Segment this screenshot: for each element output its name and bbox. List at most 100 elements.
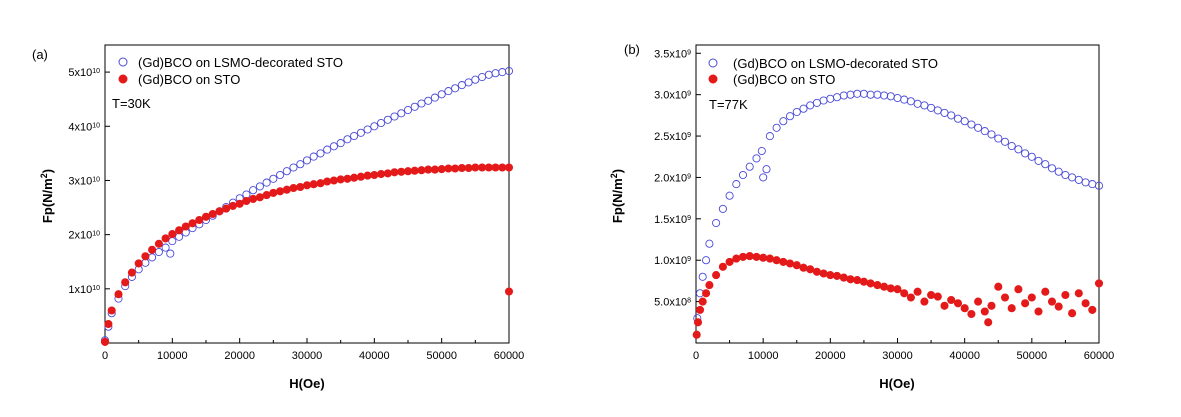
panel-b-legend-label-lsmo: (Gd)BCO on LSMO-decorated STO — [733, 56, 938, 71]
panel-a-legend-marker-open — [118, 57, 128, 67]
data-point — [1068, 309, 1077, 318]
panel-a-legend: (Gd)BCO on LSMO-decorated STO (Gd)BCO on… — [118, 55, 343, 87]
data-point — [886, 284, 895, 293]
panel-a-x-ticks: 0 10000 20000 30000 40000 50000 60000 — [102, 338, 524, 362]
data-point — [343, 135, 352, 144]
y-tick-label: 1.5x109 — [654, 214, 691, 226]
data-point — [718, 204, 727, 213]
data-point — [282, 185, 291, 194]
panel-b-label: (b) — [624, 42, 640, 57]
data-point — [491, 163, 500, 172]
data-point — [1088, 180, 1097, 189]
data-point — [104, 319, 113, 329]
data-point — [866, 279, 875, 288]
data-point — [141, 252, 150, 261]
data-point — [403, 167, 413, 176]
data-point — [967, 120, 976, 129]
panel-a-label: (a) — [32, 47, 48, 62]
data-point — [215, 207, 224, 216]
data-point — [464, 78, 473, 87]
data-point — [1014, 145, 1023, 154]
panel-a-temperature-annotation: T=30K — [112, 96, 151, 111]
data-point — [920, 297, 929, 306]
data-point — [417, 99, 426, 108]
data-point — [316, 179, 325, 188]
data-point — [504, 287, 514, 296]
data-point — [974, 123, 983, 132]
data-point — [812, 267, 821, 276]
data-point — [222, 204, 231, 213]
data-point — [424, 96, 433, 105]
y-tick-label: 3x1010 — [68, 175, 100, 187]
data-point — [693, 318, 703, 327]
data-point — [812, 98, 821, 107]
data-point — [927, 290, 936, 300]
data-point — [712, 218, 721, 228]
data-point — [886, 92, 895, 101]
data-point — [772, 123, 781, 132]
data-point — [484, 70, 493, 79]
data-point — [732, 254, 741, 263]
data-point — [424, 165, 433, 174]
data-point — [410, 166, 419, 175]
data-point — [397, 109, 406, 118]
data-point — [363, 125, 372, 134]
data-point — [738, 252, 748, 261]
x-tick-label: 60000 — [494, 350, 525, 362]
data-point — [309, 180, 318, 189]
data-point — [350, 173, 359, 182]
data-point — [1034, 156, 1043, 165]
data-point — [974, 297, 983, 306]
data-point — [107, 306, 116, 315]
data-point — [702, 289, 711, 298]
data-point — [1054, 302, 1063, 311]
data-point — [403, 105, 413, 115]
data-point — [1068, 173, 1077, 182]
data-point — [859, 89, 868, 98]
panel-a-data-marks — [100, 66, 514, 346]
data-point — [471, 75, 480, 84]
data-point — [725, 191, 734, 200]
data-point — [504, 163, 514, 172]
x-tick-label: 10000 — [748, 350, 779, 362]
data-point — [1081, 299, 1090, 308]
panel-a-y-ticks: 1x1010 2x1010 3x1010 4x1010 5x1010 — [68, 67, 110, 296]
data-point — [161, 243, 170, 252]
data-point — [826, 94, 835, 103]
data-point — [302, 156, 312, 165]
data-point — [1047, 297, 1057, 306]
x-tick-label: 50000 — [426, 350, 457, 362]
data-point — [705, 281, 714, 290]
data-point — [698, 297, 707, 306]
data-point — [819, 96, 828, 105]
data-point — [987, 301, 996, 310]
data-point — [933, 106, 942, 115]
data-point — [208, 209, 217, 219]
data-point — [1074, 175, 1083, 184]
data-point — [745, 162, 754, 171]
panel-b-legend-marker-filled — [708, 74, 718, 84]
x-tick-label: 0 — [102, 350, 108, 362]
data-point — [987, 130, 996, 139]
panel-a-y-axis-title: Fp(N/m2) — [39, 169, 55, 223]
data-point — [168, 230, 177, 239]
data-point — [712, 271, 721, 280]
data-point — [947, 295, 956, 305]
data-point — [383, 169, 392, 178]
data-point — [410, 102, 419, 111]
data-point — [262, 191, 271, 200]
panel-a-x-axis-title: H(Oe) — [289, 376, 324, 391]
data-point — [880, 91, 889, 100]
data-point — [323, 177, 332, 186]
data-point — [806, 265, 815, 274]
data-point — [960, 117, 969, 126]
data-point — [336, 175, 345, 184]
data-point — [832, 271, 842, 280]
data-point — [457, 163, 466, 173]
data-point — [356, 128, 365, 137]
data-point — [289, 163, 298, 172]
data-point — [779, 117, 788, 126]
data-point — [765, 254, 774, 263]
data-point — [1094, 279, 1104, 288]
